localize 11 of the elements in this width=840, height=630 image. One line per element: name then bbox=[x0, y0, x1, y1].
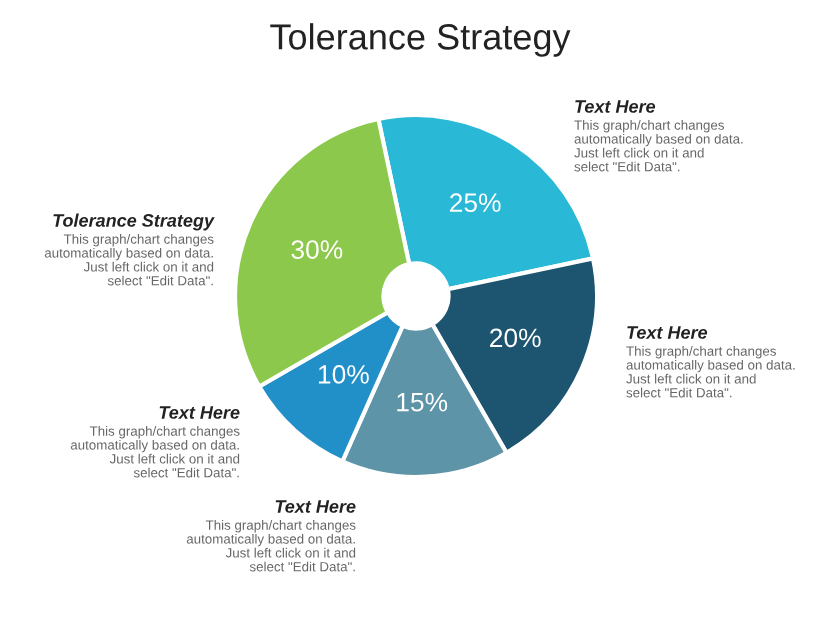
data-label: 30% bbox=[291, 240, 343, 259]
text: Text Here bbox=[575, 100, 656, 113]
text: Tolerance Strategy bbox=[53, 213, 215, 231]
text: Text Here bbox=[627, 326, 708, 339]
text: Text Here bbox=[159, 406, 240, 419]
data-label: 25% bbox=[450, 193, 501, 213]
text: Text Here bbox=[275, 500, 356, 513]
data-label: 15% bbox=[397, 392, 448, 412]
data-label: 10% bbox=[318, 365, 369, 384]
data-label: 20% bbox=[490, 328, 541, 348]
chart-title: Tolerance Strategy bbox=[270, 23, 571, 57]
